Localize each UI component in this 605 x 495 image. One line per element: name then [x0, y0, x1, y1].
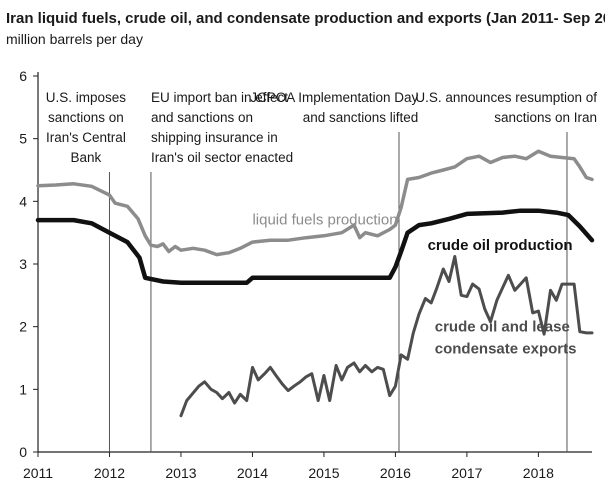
- liquid_fuels-series-label: liquid fuels production: [252, 212, 397, 229]
- y-tick-label: 1: [19, 381, 27, 397]
- series-lines: [35, 149, 595, 418]
- x-tick-label: 2013: [165, 465, 196, 481]
- jcpoa-implementation-label: and sanctions lifted: [303, 110, 419, 125]
- x-tick-label: 2017: [451, 465, 482, 481]
- crude_oil-series-line: [35, 208, 595, 286]
- exports-series-line: [179, 255, 594, 418]
- us-resumption-sanctions-label: U.S. announces resumption of: [415, 90, 597, 105]
- x-tick-label: 2014: [237, 465, 268, 481]
- axes: 0 1 2 3 4 5 6 2011 2012 2013 2014 2015 2016 2017 2018: [19, 68, 592, 481]
- series-labels: liquid fuels production crude oil product…: [252, 212, 576, 358]
- us-sanctions-central-bank-label: Iran's Central: [46, 130, 126, 145]
- chart-title: Iran liquid fuels, crude oil, and conden…: [6, 10, 605, 27]
- eu-import-ban-label: Iran's oil sector enacted: [151, 150, 293, 165]
- y-tick-label: 0: [19, 444, 27, 460]
- jcpoa-implementation-label: JCPOA Implementation Day: [250, 90, 418, 105]
- y-tick-label: 4: [19, 193, 27, 209]
- y-tick-label: 6: [19, 68, 27, 84]
- y-tick-label: 3: [19, 256, 27, 272]
- y-tick-label: 5: [19, 131, 27, 147]
- x-tick-label: 2016: [380, 465, 411, 481]
- eu-import-ban-label: and sanctions on: [151, 110, 253, 125]
- us-resumption-sanctions-label: sanctions on Iran: [494, 110, 597, 125]
- x-tick-label: 2011: [23, 465, 53, 481]
- chart-subtitle: million barrels per day: [6, 31, 143, 47]
- exports-series-label: crude oil and lease: [435, 319, 570, 336]
- y-tick-label: 2: [19, 319, 27, 335]
- x-tick-label: 2018: [523, 465, 554, 481]
- x-tick-label: 2015: [308, 465, 339, 481]
- event-markers: U.S. imposes sanctions on Iran's Central Ba…: [46, 90, 597, 452]
- exports-series-label: condensate exports: [435, 341, 577, 358]
- eu-import-ban-label: shipping insurance in: [151, 130, 278, 145]
- us-sanctions-central-bank-label: sanctions on: [48, 110, 124, 125]
- eu-import-ban-label: EU import ban in effect: [151, 90, 288, 105]
- us-sanctions-central-bank-label: U.S. imposes: [46, 90, 127, 105]
- us-sanctions-central-bank-label: Bank: [71, 150, 102, 165]
- x-tick-label: 2012: [94, 465, 125, 481]
- liquid_fuels-series-line: [36, 149, 594, 257]
- crude_oil-series-label: crude oil production: [428, 237, 573, 254]
